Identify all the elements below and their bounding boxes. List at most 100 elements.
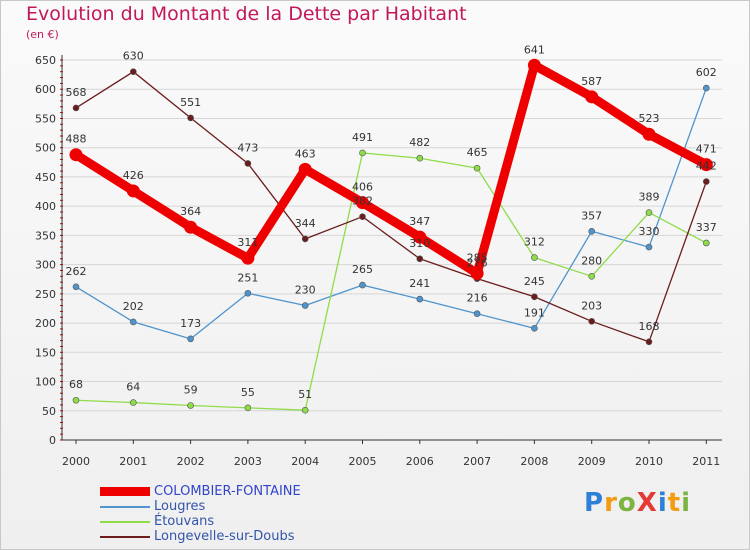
data-label: 382 [352, 195, 373, 208]
proxiti-logo: ProXiti [584, 488, 691, 518]
data-label: 442 [696, 160, 717, 173]
series-line-3 [75, 71, 707, 343]
legend-label: Étouvans [154, 514, 215, 529]
data-label: 51 [298, 388, 312, 401]
data-point [588, 227, 596, 235]
data-point [473, 310, 481, 318]
x-tick-label: 2002 [177, 455, 205, 468]
data-point [187, 402, 194, 409]
chart-title: Evolution du Montant de la Dette par Hab… [26, 3, 467, 25]
data-point [702, 178, 710, 185]
data-point [69, 148, 83, 162]
data-label: 312 [524, 236, 545, 249]
data-label: 245 [524, 275, 545, 288]
legend-swatch [100, 521, 150, 523]
logo-letter: i [657, 488, 668, 518]
data-point [298, 162, 312, 176]
y-tick-label: 200 [35, 317, 56, 330]
data-point [72, 104, 80, 112]
data-label: 285 [467, 251, 488, 264]
data-point [126, 184, 140, 198]
y-tick-label: 350 [35, 229, 56, 242]
data-point [130, 318, 137, 326]
data-label: 168 [639, 320, 660, 333]
data-point [356, 196, 369, 210]
line-chart: 0 50 100 150 200 250 300 350 400 450 500 550 600 650 2… [35, 43, 722, 468]
x-tick-label: 2003 [234, 455, 262, 468]
data-point [416, 295, 424, 303]
data-point [699, 158, 713, 172]
legend: COLOMBIER-FONTAINE Lougres Étouvans Longeve… [100, 484, 420, 544]
data-label: 191 [524, 306, 545, 319]
data-point [244, 160, 252, 167]
data-point [645, 243, 653, 251]
y-tick-label: 100 [35, 376, 56, 389]
x-tick-label: 2011 [692, 455, 720, 468]
x-tick-label: 2005 [349, 455, 377, 468]
data-label: 426 [123, 169, 144, 182]
data-label: 641 [524, 43, 545, 56]
data-label: 241 [409, 277, 430, 290]
data-label: 310 [409, 237, 430, 250]
data-label: 602 [696, 66, 717, 79]
legend-item: Longevelle-sur-Doubs [100, 529, 420, 544]
data-point [359, 213, 366, 220]
logo-letter: o [617, 488, 637, 518]
data-point [244, 404, 252, 412]
data-point [645, 209, 653, 216]
data-point [241, 251, 255, 265]
data-label: 347 [409, 215, 430, 228]
data-label: 523 [639, 112, 660, 125]
data-point [413, 230, 427, 244]
x-tick-label: 2004 [291, 455, 319, 468]
y-tick-label: 600 [35, 83, 56, 96]
data-label: 463 [295, 147, 316, 160]
data-label: 55 [241, 386, 255, 399]
data-point [645, 338, 653, 346]
data-label: 262 [66, 265, 87, 278]
data-point [470, 266, 484, 280]
y-tick-label: 250 [35, 288, 56, 301]
series-line-2 [75, 152, 707, 411]
data-label: 491 [352, 131, 373, 144]
data-label: 406 [352, 181, 373, 194]
data-point [72, 283, 80, 291]
data-label: 482 [409, 136, 430, 149]
legend-swatch [100, 487, 150, 496]
data-label: 630 [123, 50, 144, 63]
data-label: 471 [696, 143, 717, 156]
legend-swatch [100, 506, 150, 508]
data-label: 216 [467, 292, 488, 305]
data-label: 202 [123, 300, 144, 313]
data-label: 568 [66, 86, 87, 99]
data-point [527, 58, 541, 72]
data-label: 344 [295, 217, 316, 230]
data-point [187, 114, 194, 122]
data-label: 337 [696, 221, 717, 234]
data-label: 265 [352, 263, 373, 276]
data-label: 280 [581, 254, 602, 267]
data-label: 311 [237, 236, 258, 249]
data-label: 68 [69, 378, 83, 391]
data-label: 488 [66, 133, 87, 146]
data-point [301, 302, 309, 309]
y-tick-label: 450 [35, 171, 56, 184]
logo-letter: X [636, 488, 658, 518]
data-point [187, 335, 194, 343]
y-tick-label: 150 [35, 346, 56, 359]
data-label: 203 [581, 299, 602, 312]
y-tick-label: 500 [35, 142, 56, 155]
y-tick-label: 50 [42, 405, 56, 418]
logo-letter: r [604, 488, 618, 518]
series-line-1 [75, 87, 707, 340]
data-point [416, 154, 424, 162]
logo-letter: t [667, 488, 682, 518]
data-point [184, 220, 198, 234]
data-point [588, 273, 596, 280]
logo-letter: P [584, 488, 605, 518]
data-label: 173 [180, 317, 201, 330]
legend-label: Lougres [154, 499, 206, 514]
data-point [531, 293, 538, 301]
data-label: 465 [467, 146, 488, 159]
